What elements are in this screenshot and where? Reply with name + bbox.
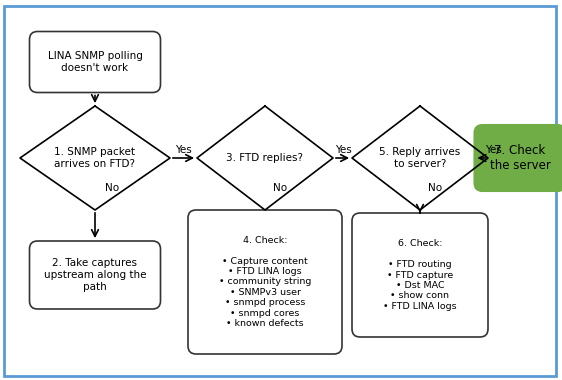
Text: 5. Reply arrives
to server?: 5. Reply arrives to server? — [379, 147, 461, 169]
Text: LINA SNMP polling
doesn't work: LINA SNMP polling doesn't work — [48, 51, 142, 73]
Text: No: No — [105, 183, 119, 193]
Text: Yes: Yes — [334, 145, 351, 155]
Text: Yes: Yes — [175, 145, 192, 155]
FancyBboxPatch shape — [188, 210, 342, 354]
Text: 3. FTD replies?: 3. FTD replies? — [226, 153, 303, 163]
Text: 1. SNMP packet
arrives on FTD?: 1. SNMP packet arrives on FTD? — [55, 147, 135, 169]
Text: Yes: Yes — [484, 145, 501, 155]
Text: 2. Take captures
upstream along the
path: 2. Take captures upstream along the path — [44, 258, 146, 291]
Text: No: No — [273, 183, 287, 193]
Text: 6. Check:

• FTD routing
• FTD capture
• Dst MAC
• show conn
• FTD LINA logs: 6. Check: • FTD routing • FTD capture • … — [383, 239, 457, 311]
FancyBboxPatch shape — [474, 125, 562, 191]
Text: 4. Check:

• Capture content
• FTD LINA logs
• community string
• SNMPv3 user
• : 4. Check: • Capture content • FTD LINA l… — [219, 236, 311, 328]
Text: No: No — [428, 183, 442, 193]
FancyBboxPatch shape — [29, 241, 161, 309]
Text: 7. Check
the server: 7. Check the server — [490, 144, 550, 172]
FancyBboxPatch shape — [29, 32, 161, 92]
FancyBboxPatch shape — [352, 213, 488, 337]
